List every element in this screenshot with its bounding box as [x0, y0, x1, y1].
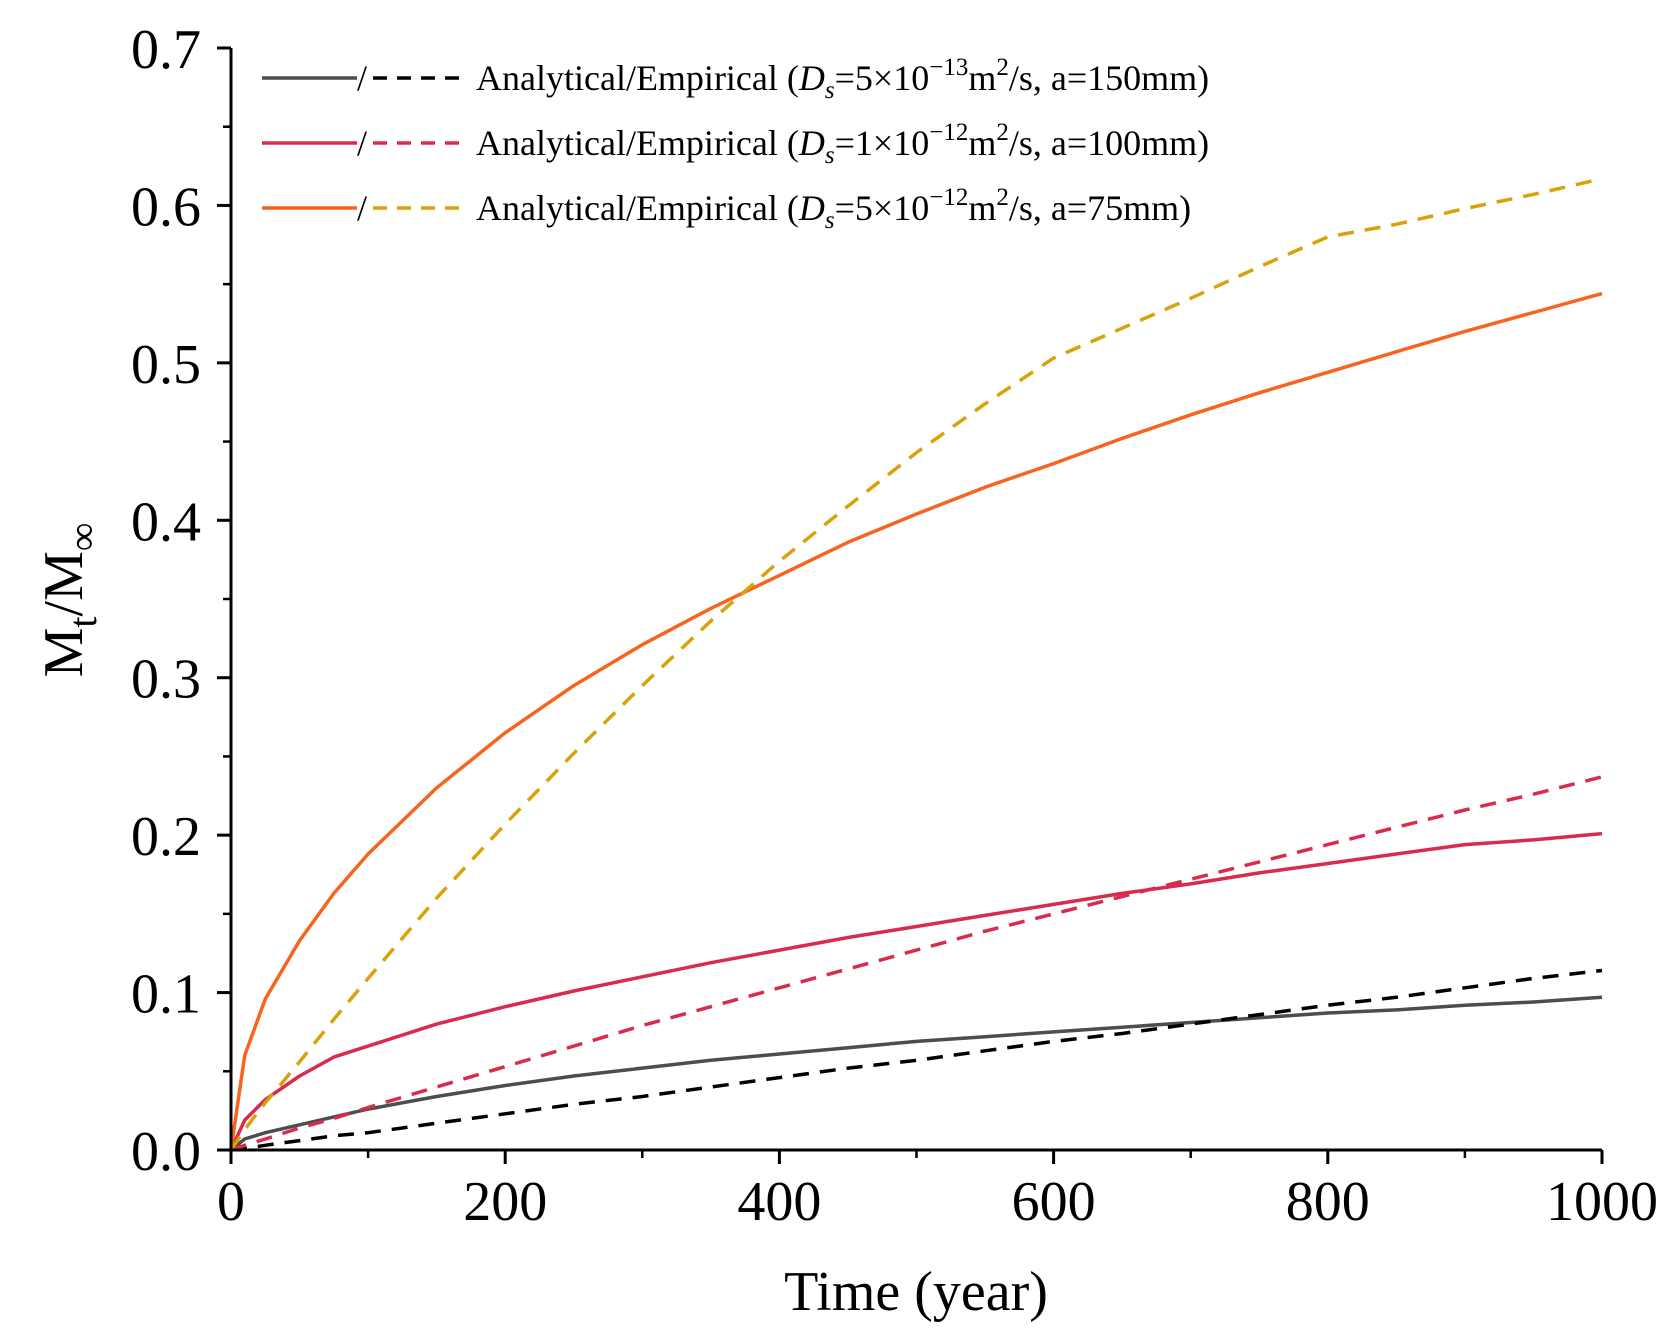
x-tick-label: 400 — [737, 1171, 821, 1233]
legend-separator: / — [357, 123, 367, 163]
legend-label: Analytical/Empirical (Ds=1×10−12m2/s, a=… — [476, 119, 1209, 169]
legend: / Analytical/Empirical (Ds=5×10−13m2/s, … — [262, 54, 1209, 234]
legend-entry: / Analytical/Empirical (Ds=5×10−12m2/s, … — [262, 184, 1191, 234]
y-tick-label: 0.3 — [131, 649, 201, 711]
x-tick-label: 1000 — [1546, 1171, 1658, 1233]
y-tick-label: 0.1 — [131, 964, 201, 1026]
y-axis-title: Mt/M∞ — [33, 523, 105, 678]
legend-label: Analytical/Empirical (Ds=5×10−13m2/s, a=… — [476, 54, 1209, 104]
y-tick-label: 0.5 — [131, 334, 201, 396]
y-tick-label: 0.0 — [131, 1121, 201, 1183]
y-tick-label: 0.7 — [131, 19, 201, 81]
legend-entry: / Analytical/Empirical (Ds=5×10−13m2/s, … — [262, 54, 1209, 104]
series-line-1 — [230, 968, 1603, 1152]
series-layer — [229, 176, 1603, 1152]
x-tick-label: 600 — [1012, 1171, 1096, 1233]
series-line-4 — [229, 291, 1603, 1151]
series-line-2 — [229, 831, 1603, 1151]
legend-separator: / — [357, 58, 367, 98]
series-line-5 — [229, 176, 1603, 1151]
series-line-0 — [229, 995, 1603, 1152]
ticks-layer: 0 200 400 600 800 1000 0.0 0.1 0.2 0.3 0.4 0.5 0.6 0.… — [131, 19, 1658, 1233]
y-tick-label: 0.6 — [131, 176, 201, 238]
x-tick-label: 200 — [463, 1171, 547, 1233]
x-tick-label: 0 — [217, 1171, 245, 1233]
x-axis-title: Time (year) — [784, 1261, 1048, 1323]
x-tick-label: 800 — [1286, 1171, 1370, 1233]
legend-label: Analytical/Empirical (Ds=5×10−12m2/s, a=… — [476, 184, 1191, 234]
y-tick-label: 0.2 — [131, 806, 201, 868]
series-line-3 — [230, 775, 1603, 1152]
legend-separator: / — [357, 188, 367, 228]
y-tick-label: 0.4 — [131, 491, 201, 553]
legend-entry: / Analytical/Empirical (Ds=1×10−12m2/s, … — [262, 119, 1209, 169]
